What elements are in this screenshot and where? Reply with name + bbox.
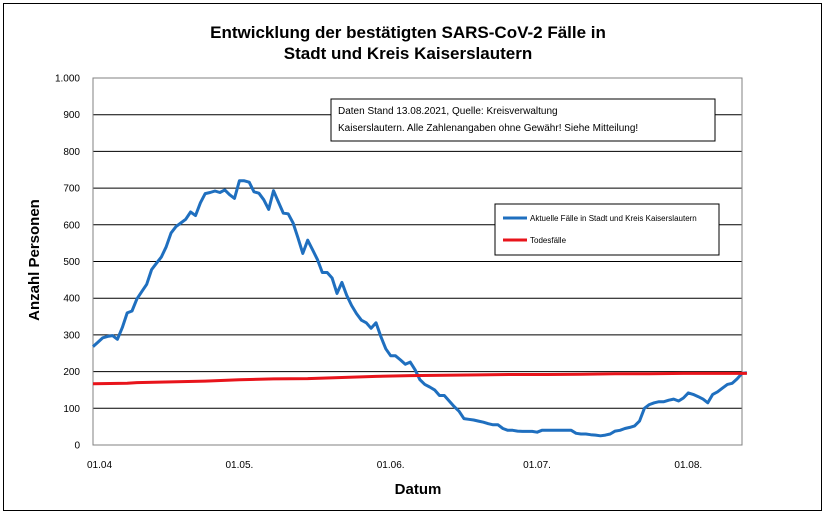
series-line-deaths <box>92 371 747 386</box>
x-tick-label-3: 01.07. <box>523 460 551 471</box>
chart-title-line-2: Stadt und Kreis Kaiserslautern <box>284 44 532 63</box>
plot-area <box>92 77 743 446</box>
y-tick-label-600: 600 <box>63 220 80 231</box>
y-tick-label-200: 200 <box>63 367 80 378</box>
x-tick-label-0: 01.04 <box>87 460 112 471</box>
legend-label-deaths: Todesfälle <box>530 236 567 245</box>
series-line-current-cases <box>91 179 748 438</box>
y-tick-label-1000: 1.000 <box>55 74 80 85</box>
legend-box <box>494 203 720 256</box>
y-tick-label-400: 400 <box>63 294 80 305</box>
chart-title-line-1: Entwicklung der bestätigten SARS-CoV-2 F… <box>210 23 606 42</box>
y-tick-label-500: 500 <box>63 257 80 268</box>
x-tick-labels: 01.04 01.05. 01.06. 01.07. 01.08. <box>87 460 702 471</box>
y-tick-label-800: 800 <box>63 147 80 158</box>
series-lines <box>91 179 748 438</box>
y-axis-title: Anzahl Personen <box>26 199 43 321</box>
y-tick-labels: 0 100 200 300 400 500 600 700 800 900 1.000 <box>55 74 80 452</box>
note-line-1: Daten Stand 13.08.2021, Quelle: Kreisver… <box>338 106 558 117</box>
note-line-2: Kaiserslautern. Alle Zahlenangaben ohne … <box>338 123 638 134</box>
data-note-box: Daten Stand 13.08.2021, Quelle: Kreisver… <box>330 98 716 142</box>
note-box-border <box>330 98 716 142</box>
chart-frame <box>3 3 822 511</box>
y-tick-label-0: 0 <box>74 441 80 452</box>
y-tick-label-100: 100 <box>63 404 80 415</box>
x-tick-label-4: 01.08. <box>674 460 702 471</box>
y-tick-label-900: 900 <box>63 110 80 121</box>
x-tick-label-1: 01.05. <box>225 460 253 471</box>
x-tick-label-2: 01.06. <box>377 460 405 471</box>
x-axis-title: Datum <box>395 481 442 498</box>
legend-label-current-cases: Aktuelle Fälle in Stadt und Kreis Kaiser… <box>530 214 697 223</box>
legend: Aktuelle Fälle in Stadt und Kreis Kaiser… <box>494 203 720 256</box>
y-tick-label-300: 300 <box>63 330 80 341</box>
y-tick-label-700: 700 <box>63 184 80 195</box>
